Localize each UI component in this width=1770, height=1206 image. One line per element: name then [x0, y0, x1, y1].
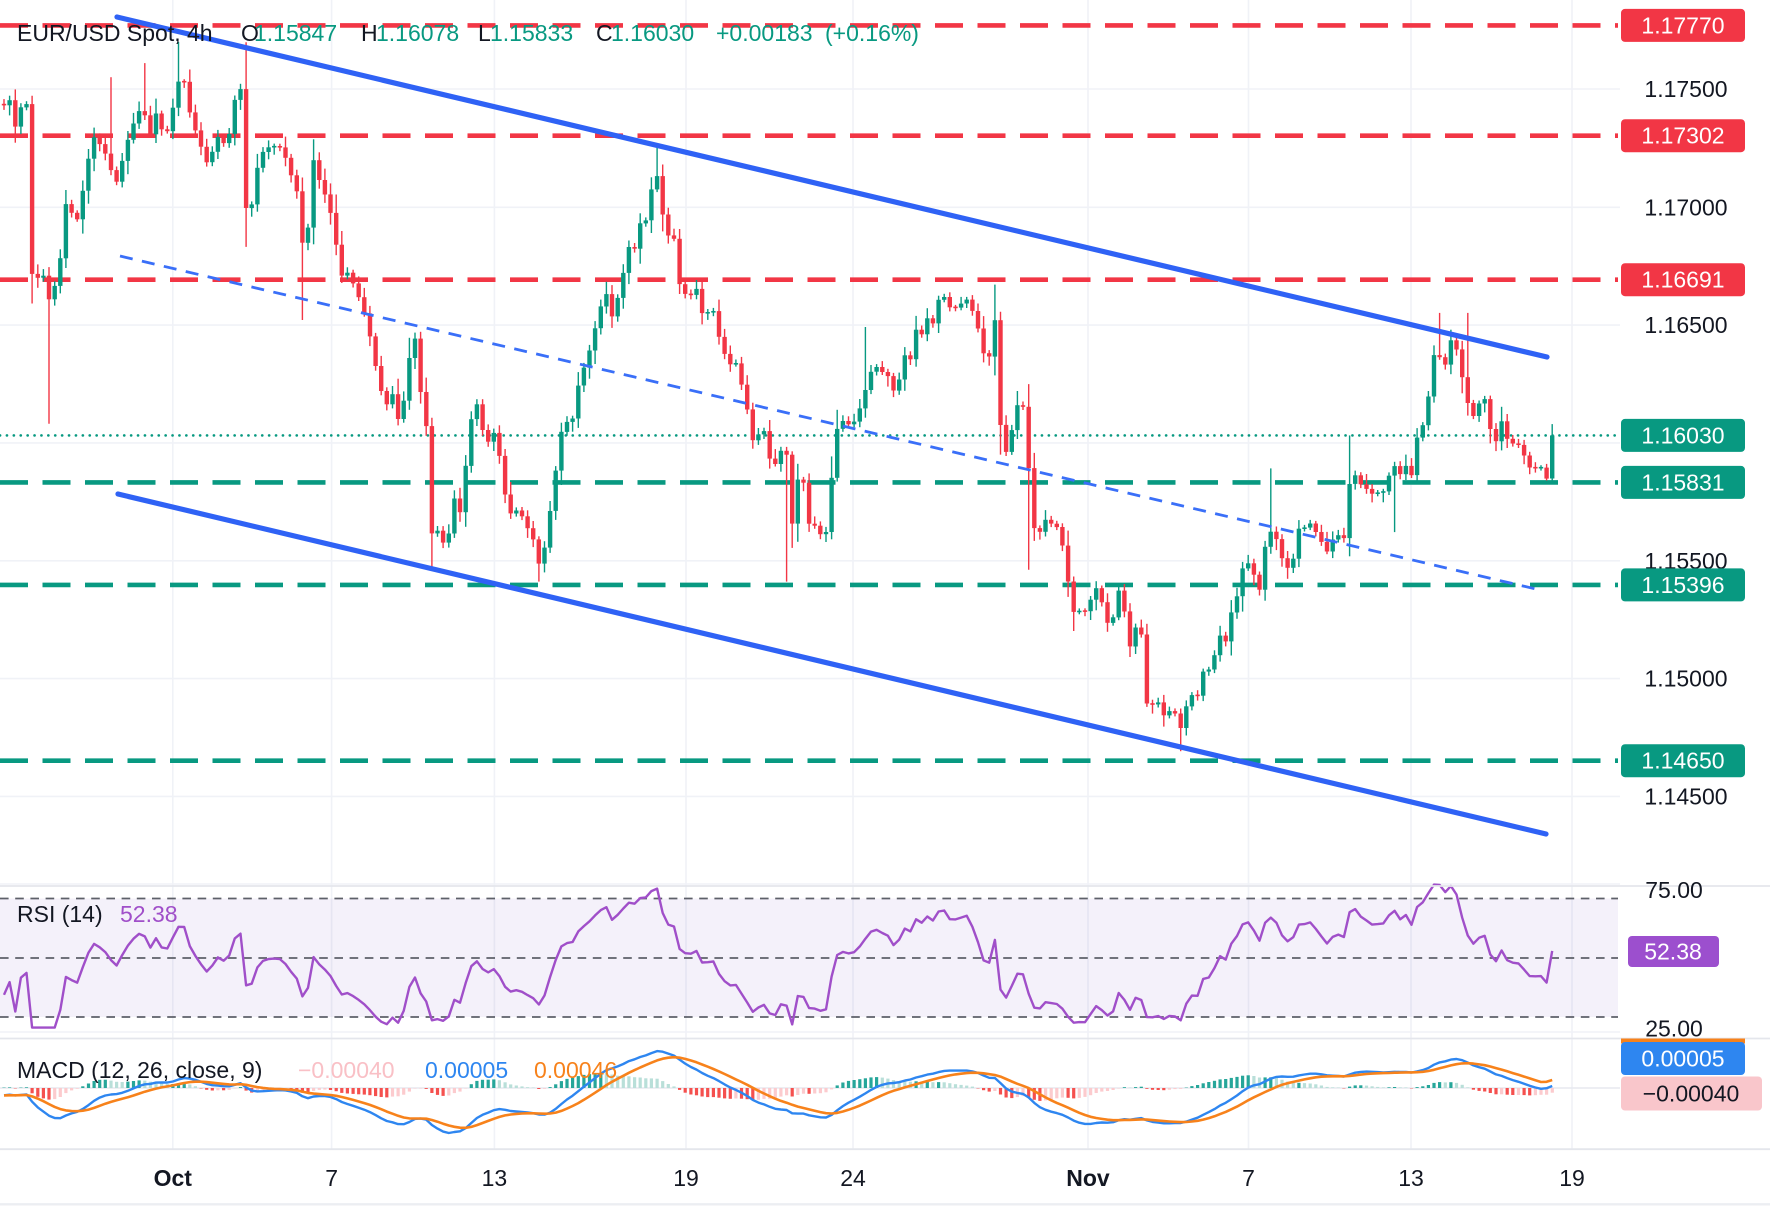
svg-text:−0.00040: −0.00040	[1643, 1081, 1740, 1107]
svg-text:+0.00183: +0.00183	[716, 20, 813, 46]
svg-text:13: 13	[482, 1165, 508, 1191]
svg-text:1.15396: 1.15396	[1641, 572, 1724, 598]
svg-text:1.16078: 1.16078	[376, 20, 459, 46]
svg-text:1.15833: 1.15833	[490, 20, 573, 46]
svg-text:1.14500: 1.14500	[1644, 783, 1727, 809]
svg-text:1.17500: 1.17500	[1644, 76, 1727, 102]
svg-text:1.16030: 1.16030	[1641, 422, 1724, 448]
svg-text:52.38: 52.38	[1644, 939, 1702, 965]
svg-text:75.00: 75.00	[1645, 877, 1703, 903]
svg-text:24: 24	[840, 1165, 866, 1191]
svg-text:Nov: Nov	[1066, 1165, 1110, 1191]
svg-text:H: H	[361, 20, 378, 46]
svg-text:(+0.16%): (+0.16%)	[825, 20, 919, 46]
svg-text:−0.00040: −0.00040	[298, 1057, 395, 1083]
svg-text:0.00005: 0.00005	[425, 1057, 508, 1083]
svg-text:1.15000: 1.15000	[1644, 666, 1727, 692]
svg-text:13: 13	[1398, 1165, 1424, 1191]
svg-text:1.16691: 1.16691	[1641, 267, 1724, 293]
svg-text:1.16030: 1.16030	[611, 20, 694, 46]
svg-text:7: 7	[1242, 1165, 1255, 1191]
svg-text:25.00: 25.00	[1645, 1016, 1703, 1042]
svg-text:0.00005: 0.00005	[1641, 1046, 1724, 1072]
svg-text:O: O	[241, 20, 259, 46]
svg-text:RSI (14): RSI (14)	[17, 901, 103, 927]
svg-text:19: 19	[1559, 1165, 1585, 1191]
svg-text:EUR/USD Spot, 4h: EUR/USD Spot, 4h	[17, 20, 213, 46]
svg-text:7: 7	[325, 1165, 338, 1191]
svg-text:1.16500: 1.16500	[1644, 312, 1727, 338]
svg-text:1.15847: 1.15847	[254, 20, 337, 46]
svg-text:52.38: 52.38	[120, 901, 178, 927]
svg-text:19: 19	[673, 1165, 699, 1191]
svg-text:1.14650: 1.14650	[1641, 748, 1724, 774]
svg-text:MACD (12, 26, close, 9): MACD (12, 26, close, 9)	[17, 1057, 262, 1083]
svg-text:C: C	[596, 20, 613, 46]
svg-text:1.17770: 1.17770	[1641, 12, 1724, 38]
svg-text:1.17302: 1.17302	[1641, 123, 1724, 149]
svg-text:Oct: Oct	[154, 1165, 193, 1191]
svg-text:0.00046: 0.00046	[534, 1057, 617, 1083]
svg-text:L: L	[478, 20, 491, 46]
svg-text:1.15831: 1.15831	[1641, 469, 1724, 495]
svg-text:1.17000: 1.17000	[1644, 194, 1727, 220]
